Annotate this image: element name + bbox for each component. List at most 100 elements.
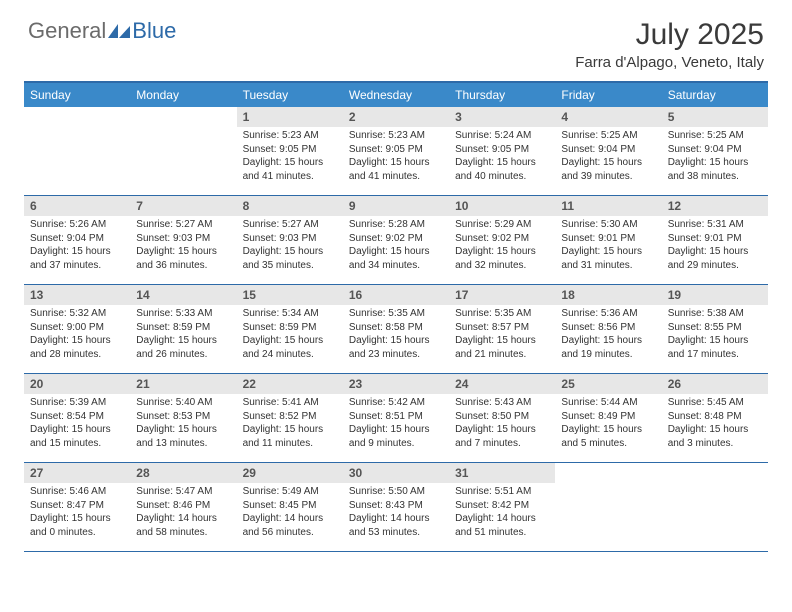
day-content: Sunrise: 5:51 AMSunset: 8:42 PMDaylight:…: [449, 483, 555, 545]
day-number: 29: [237, 463, 343, 483]
logo: General Blue: [28, 18, 176, 44]
sunset-text: Sunset: 8:48 PM: [668, 410, 762, 424]
day-content: Sunrise: 5:30 AMSunset: 9:01 PMDaylight:…: [555, 216, 661, 278]
calendar-day: 2Sunrise: 5:23 AMSunset: 9:05 PMDaylight…: [343, 107, 449, 195]
day-number: 17: [449, 285, 555, 305]
daylight-text: Daylight: 14 hours and 56 minutes.: [243, 512, 337, 539]
daylight-text: Daylight: 15 hours and 9 minutes.: [349, 423, 443, 450]
sunset-text: Sunset: 8:49 PM: [561, 410, 655, 424]
sunrise-text: Sunrise: 5:24 AM: [455, 129, 549, 143]
calendar-day: [555, 463, 661, 551]
sunset-text: Sunset: 9:05 PM: [243, 143, 337, 157]
sunrise-text: Sunrise: 5:29 AM: [455, 218, 549, 232]
sunrise-text: Sunrise: 5:51 AM: [455, 485, 549, 499]
calendar-day: 11Sunrise: 5:30 AMSunset: 9:01 PMDayligh…: [555, 196, 661, 284]
daylight-text: Daylight: 15 hours and 38 minutes.: [668, 156, 762, 183]
calendar-week: 27Sunrise: 5:46 AMSunset: 8:47 PMDayligh…: [24, 463, 768, 552]
daylight-text: Daylight: 15 hours and 0 minutes.: [30, 512, 124, 539]
day-content: Sunrise: 5:29 AMSunset: 9:02 PMDaylight:…: [449, 216, 555, 278]
calendar-day: 24Sunrise: 5:43 AMSunset: 8:50 PMDayligh…: [449, 374, 555, 462]
sunrise-text: Sunrise: 5:43 AM: [455, 396, 549, 410]
day-content: Sunrise: 5:49 AMSunset: 8:45 PMDaylight:…: [237, 483, 343, 545]
weekday-header: Saturday: [662, 83, 768, 107]
day-content: Sunrise: 5:34 AMSunset: 8:59 PMDaylight:…: [237, 305, 343, 367]
daylight-text: Daylight: 15 hours and 7 minutes.: [455, 423, 549, 450]
sunset-text: Sunset: 8:55 PM: [668, 321, 762, 335]
sunrise-text: Sunrise: 5:33 AM: [136, 307, 230, 321]
sunset-text: Sunset: 8:53 PM: [136, 410, 230, 424]
weekday-header: Tuesday: [237, 83, 343, 107]
day-content: Sunrise: 5:27 AMSunset: 9:03 PMDaylight:…: [237, 216, 343, 278]
weekday-header: Friday: [555, 83, 661, 107]
calendar-day: [662, 463, 768, 551]
day-content: Sunrise: 5:40 AMSunset: 8:53 PMDaylight:…: [130, 394, 236, 456]
daylight-text: Daylight: 14 hours and 51 minutes.: [455, 512, 549, 539]
day-content: Sunrise: 5:26 AMSunset: 9:04 PMDaylight:…: [24, 216, 130, 278]
day-number: 19: [662, 285, 768, 305]
calendar-day: 1Sunrise: 5:23 AMSunset: 9:05 PMDaylight…: [237, 107, 343, 195]
sunrise-text: Sunrise: 5:28 AM: [349, 218, 443, 232]
daylight-text: Daylight: 15 hours and 21 minutes.: [455, 334, 549, 361]
weekday-header: Thursday: [449, 83, 555, 107]
sunset-text: Sunset: 8:56 PM: [561, 321, 655, 335]
daylight-text: Daylight: 15 hours and 17 minutes.: [668, 334, 762, 361]
daylight-text: Daylight: 15 hours and 28 minutes.: [30, 334, 124, 361]
day-content: Sunrise: 5:28 AMSunset: 9:02 PMDaylight:…: [343, 216, 449, 278]
calendar-day: [24, 107, 130, 195]
calendar-week: 20Sunrise: 5:39 AMSunset: 8:54 PMDayligh…: [24, 374, 768, 463]
day-content: Sunrise: 5:44 AMSunset: 8:49 PMDaylight:…: [555, 394, 661, 456]
day-number: 2: [343, 107, 449, 127]
daylight-text: Daylight: 15 hours and 24 minutes.: [243, 334, 337, 361]
daylight-text: Daylight: 15 hours and 32 minutes.: [455, 245, 549, 272]
calendar-day: 17Sunrise: 5:35 AMSunset: 8:57 PMDayligh…: [449, 285, 555, 373]
calendar-day: 31Sunrise: 5:51 AMSunset: 8:42 PMDayligh…: [449, 463, 555, 551]
daylight-text: Daylight: 15 hours and 11 minutes.: [243, 423, 337, 450]
sunset-text: Sunset: 8:42 PM: [455, 499, 549, 513]
day-number: 16: [343, 285, 449, 305]
sunrise-text: Sunrise: 5:38 AM: [668, 307, 762, 321]
day-number: 5: [662, 107, 768, 127]
daylight-text: Daylight: 15 hours and 35 minutes.: [243, 245, 337, 272]
sunrise-text: Sunrise: 5:23 AM: [243, 129, 337, 143]
sunset-text: Sunset: 8:57 PM: [455, 321, 549, 335]
sunrise-text: Sunrise: 5:31 AM: [668, 218, 762, 232]
sunrise-text: Sunrise: 5:32 AM: [30, 307, 124, 321]
daylight-text: Daylight: 15 hours and 34 minutes.: [349, 245, 443, 272]
sunrise-text: Sunrise: 5:47 AM: [136, 485, 230, 499]
sunset-text: Sunset: 9:05 PM: [349, 143, 443, 157]
calendar: SundayMondayTuesdayWednesdayThursdayFrid…: [24, 81, 768, 552]
day-content: Sunrise: 5:45 AMSunset: 8:48 PMDaylight:…: [662, 394, 768, 456]
calendar-week: 6Sunrise: 5:26 AMSunset: 9:04 PMDaylight…: [24, 196, 768, 285]
day-number: 11: [555, 196, 661, 216]
day-content: Sunrise: 5:36 AMSunset: 8:56 PMDaylight:…: [555, 305, 661, 367]
calendar-day: 21Sunrise: 5:40 AMSunset: 8:53 PMDayligh…: [130, 374, 236, 462]
daylight-text: Daylight: 14 hours and 58 minutes.: [136, 512, 230, 539]
day-content: Sunrise: 5:23 AMSunset: 9:05 PMDaylight:…: [237, 127, 343, 189]
sunrise-text: Sunrise: 5:49 AM: [243, 485, 337, 499]
day-content: Sunrise: 5:24 AMSunset: 9:05 PMDaylight:…: [449, 127, 555, 189]
location-text: Farra d'Alpago, Veneto, Italy: [575, 54, 764, 71]
daylight-text: Daylight: 15 hours and 39 minutes.: [561, 156, 655, 183]
sunrise-text: Sunrise: 5:27 AM: [136, 218, 230, 232]
daylight-text: Daylight: 15 hours and 29 minutes.: [668, 245, 762, 272]
sunset-text: Sunset: 8:50 PM: [455, 410, 549, 424]
daylight-text: Daylight: 15 hours and 5 minutes.: [561, 423, 655, 450]
day-content: Sunrise: 5:35 AMSunset: 8:57 PMDaylight:…: [449, 305, 555, 367]
calendar-day: 25Sunrise: 5:44 AMSunset: 8:49 PMDayligh…: [555, 374, 661, 462]
weekday-header: Monday: [130, 83, 236, 107]
day-number: 20: [24, 374, 130, 394]
day-number: 1: [237, 107, 343, 127]
day-number: 22: [237, 374, 343, 394]
daylight-text: Daylight: 15 hours and 41 minutes.: [349, 156, 443, 183]
sunset-text: Sunset: 9:04 PM: [30, 232, 124, 246]
sunrise-text: Sunrise: 5:25 AM: [561, 129, 655, 143]
logo-sail-icon: [108, 24, 130, 38]
calendar-day: 9Sunrise: 5:28 AMSunset: 9:02 PMDaylight…: [343, 196, 449, 284]
day-content: Sunrise: 5:38 AMSunset: 8:55 PMDaylight:…: [662, 305, 768, 367]
day-content: Sunrise: 5:32 AMSunset: 9:00 PMDaylight:…: [24, 305, 130, 367]
calendar-body: 1Sunrise: 5:23 AMSunset: 9:05 PMDaylight…: [24, 107, 768, 552]
daylight-text: Daylight: 15 hours and 37 minutes.: [30, 245, 124, 272]
day-number: 30: [343, 463, 449, 483]
calendar-day: 13Sunrise: 5:32 AMSunset: 9:00 PMDayligh…: [24, 285, 130, 373]
sunset-text: Sunset: 9:02 PM: [455, 232, 549, 246]
